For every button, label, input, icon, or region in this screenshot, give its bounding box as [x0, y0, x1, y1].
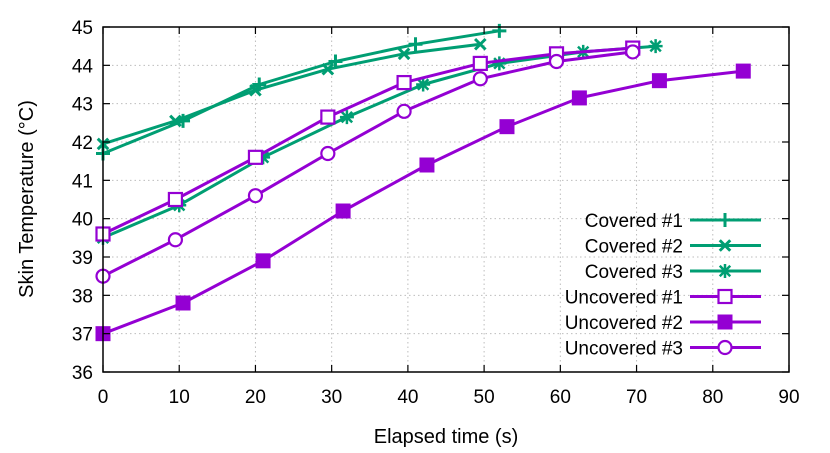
filled-square-marker — [175, 295, 191, 311]
open-circle-marker — [472, 71, 488, 87]
x-marker — [718, 239, 732, 252]
star-marker — [339, 110, 354, 125]
series-line — [102, 42, 481, 146]
open-square-marker — [717, 288, 733, 305]
y-tick-label: 44 — [72, 56, 94, 77]
open-circle-marker — [625, 44, 641, 60]
axis-ticks: 0 10 20 30 40 50 60 70 80 90 36 37 38 39 40 41 42 43 44 45 — [72, 18, 800, 408]
legend: Covered #1 Covered #2 Covered #3 Uncovered … — [565, 211, 761, 360]
x-marker — [473, 37, 487, 51]
plot-frame — [102, 26, 790, 373]
open-square-marker — [247, 149, 264, 165]
star-marker — [648, 39, 663, 54]
legend-label: Covered #2 — [585, 237, 683, 258]
filled-square-marker — [651, 73, 667, 89]
y-tick-label: 40 — [72, 210, 93, 231]
series-line — [102, 44, 656, 240]
x-tick-label: 70 — [626, 387, 647, 408]
y-tick-label: 41 — [72, 171, 93, 192]
filled-square-marker — [335, 203, 351, 219]
legend-label: Covered #1 — [585, 211, 683, 232]
open-circle-marker — [548, 53, 565, 70]
open-circle-marker — [396, 103, 412, 119]
y-tick-label: 42 — [72, 133, 93, 154]
series-lines — [95, 23, 751, 342]
open-square-marker — [167, 191, 184, 208]
filled-square-marker — [717, 314, 733, 330]
x-marker — [397, 47, 411, 61]
x-marker — [169, 114, 182, 128]
filled-square-marker — [499, 119, 515, 135]
x-tick-label: 20 — [245, 387, 266, 408]
y-tick-label: 45 — [72, 18, 93, 39]
x-tick-label: 60 — [550, 387, 571, 408]
y-axis-label: Skin Temperature (°C) — [16, 100, 38, 298]
plus-marker — [408, 37, 423, 52]
series-line — [102, 50, 633, 278]
open-circle-marker — [247, 188, 264, 204]
legend-entry: Uncovered #3 — [565, 339, 761, 360]
legend-label: Uncovered #2 — [565, 313, 683, 334]
y-tick-label: 39 — [72, 248, 93, 269]
legend-label: Covered #3 — [585, 262, 683, 283]
star-marker — [718, 264, 732, 278]
filled-square-marker — [735, 63, 751, 79]
filled-square-marker — [571, 90, 587, 106]
x-marker — [249, 83, 262, 97]
star-marker — [416, 77, 431, 92]
series-line — [102, 46, 633, 236]
plus-marker — [492, 23, 507, 38]
open-circle-marker — [717, 339, 733, 356]
legend-entry: Covered #1 — [585, 211, 761, 232]
x-marker — [321, 62, 335, 76]
legend-entry: Covered #3 — [585, 262, 761, 283]
legend-label: Uncovered #3 — [565, 339, 683, 360]
grid — [103, 27, 789, 372]
open-square-marker — [396, 74, 412, 91]
legend-label: Uncovered #1 — [565, 288, 683, 309]
x-tick-label: 0 — [98, 387, 109, 408]
x-axis-label: Elapsed time (s) — [374, 426, 519, 448]
x-tick-label: 40 — [397, 387, 418, 408]
legend-entry: Uncovered #2 — [565, 313, 761, 334]
x-tick-label: 30 — [321, 387, 342, 408]
series-5 — [95, 63, 751, 342]
y-tick-label: 38 — [72, 286, 93, 307]
y-tick-label: 37 — [72, 325, 93, 346]
series-4 — [95, 40, 641, 242]
plus-marker — [718, 213, 732, 227]
y-tick-label: 43 — [72, 95, 93, 116]
legend-entry: Covered #2 — [585, 237, 761, 258]
series-line — [102, 29, 500, 155]
open-circle-marker — [320, 145, 336, 162]
x-tick-label: 80 — [702, 387, 723, 408]
star-marker — [256, 150, 271, 165]
series-6 — [95, 44, 641, 284]
series-2 — [96, 37, 487, 151]
star-marker — [492, 56, 507, 71]
legend-entry: Uncovered #1 — [565, 288, 761, 309]
filled-square-marker — [419, 157, 435, 173]
open-square-marker — [472, 55, 488, 72]
x-tick-label: 50 — [474, 387, 495, 408]
y-tick-label: 36 — [72, 363, 93, 384]
x-tick-label: 90 — [778, 387, 799, 408]
open-circle-marker — [167, 232, 184, 248]
open-square-marker — [320, 109, 336, 125]
x-tick-label: 10 — [169, 387, 190, 408]
filled-square-marker — [255, 253, 271, 269]
